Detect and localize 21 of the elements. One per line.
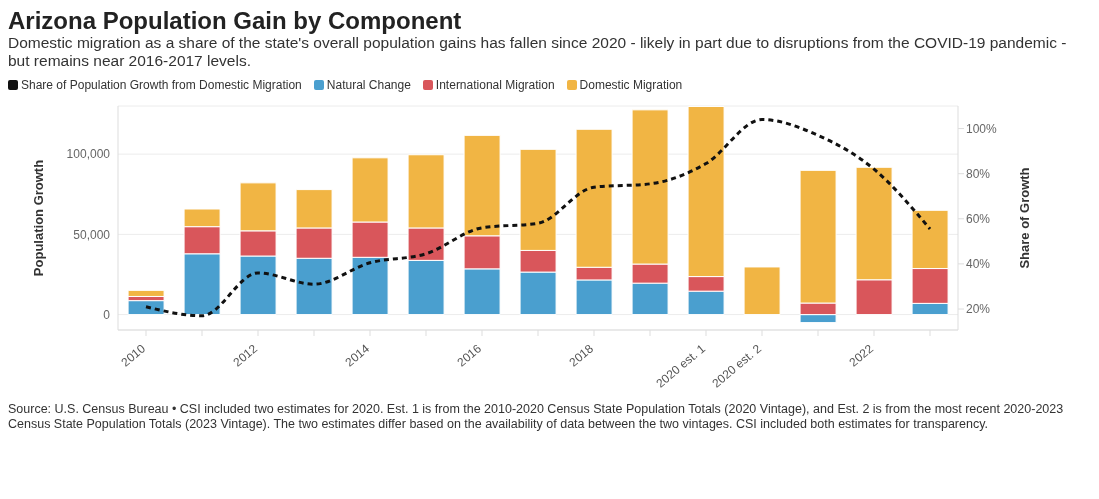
y2-tick-label: 100% xyxy=(966,121,998,136)
line-series xyxy=(144,118,932,318)
y2-tick-label: 20% xyxy=(966,302,991,317)
legend-label: Domestic Migration xyxy=(578,78,683,92)
source-note: Source: U.S. Census Bureau • CSI included two estimates for 2020. Est. 1 is from the 2010-2020 Census State Population Totals (2020 Vintage), and Est. 2 is from the most recent 2020-2023 Census State Population Totals (2023 Vintage). The two estimates differ based on the availability of data between the two vintages. CSI included both estimates for transparency. xyxy=(8,402,1065,432)
y-tick-label: 0 xyxy=(103,307,111,322)
bar xyxy=(127,289,165,297)
y-tick-label: 50,000 xyxy=(73,227,111,242)
y2-tick-label: 40% xyxy=(966,257,991,272)
legend-label: Share of Population Growth from Domestic Migration xyxy=(20,78,302,92)
bar xyxy=(127,300,165,316)
y2-tick-label: 60% xyxy=(966,212,991,227)
bar xyxy=(743,266,781,316)
chart-subtitle: Domestic migration as a share of the state's overall population gains has fallen since 2020 - likely in part due to disruptions from the COVID-19 pandemic - but remains near 2016-2017 levels. xyxy=(8,34,1068,70)
chart-title: Arizona Population Gain by Component xyxy=(8,7,463,34)
legend-label: International Migration xyxy=(434,78,555,92)
legend-label: Natural Change xyxy=(325,78,411,92)
y2-axis-title: Share of Growth xyxy=(1016,167,1032,269)
y-axis-title: Population Growth xyxy=(30,159,46,277)
y-tick-label: 100,000 xyxy=(66,147,111,162)
y2-tick-label: 80% xyxy=(966,166,991,181)
